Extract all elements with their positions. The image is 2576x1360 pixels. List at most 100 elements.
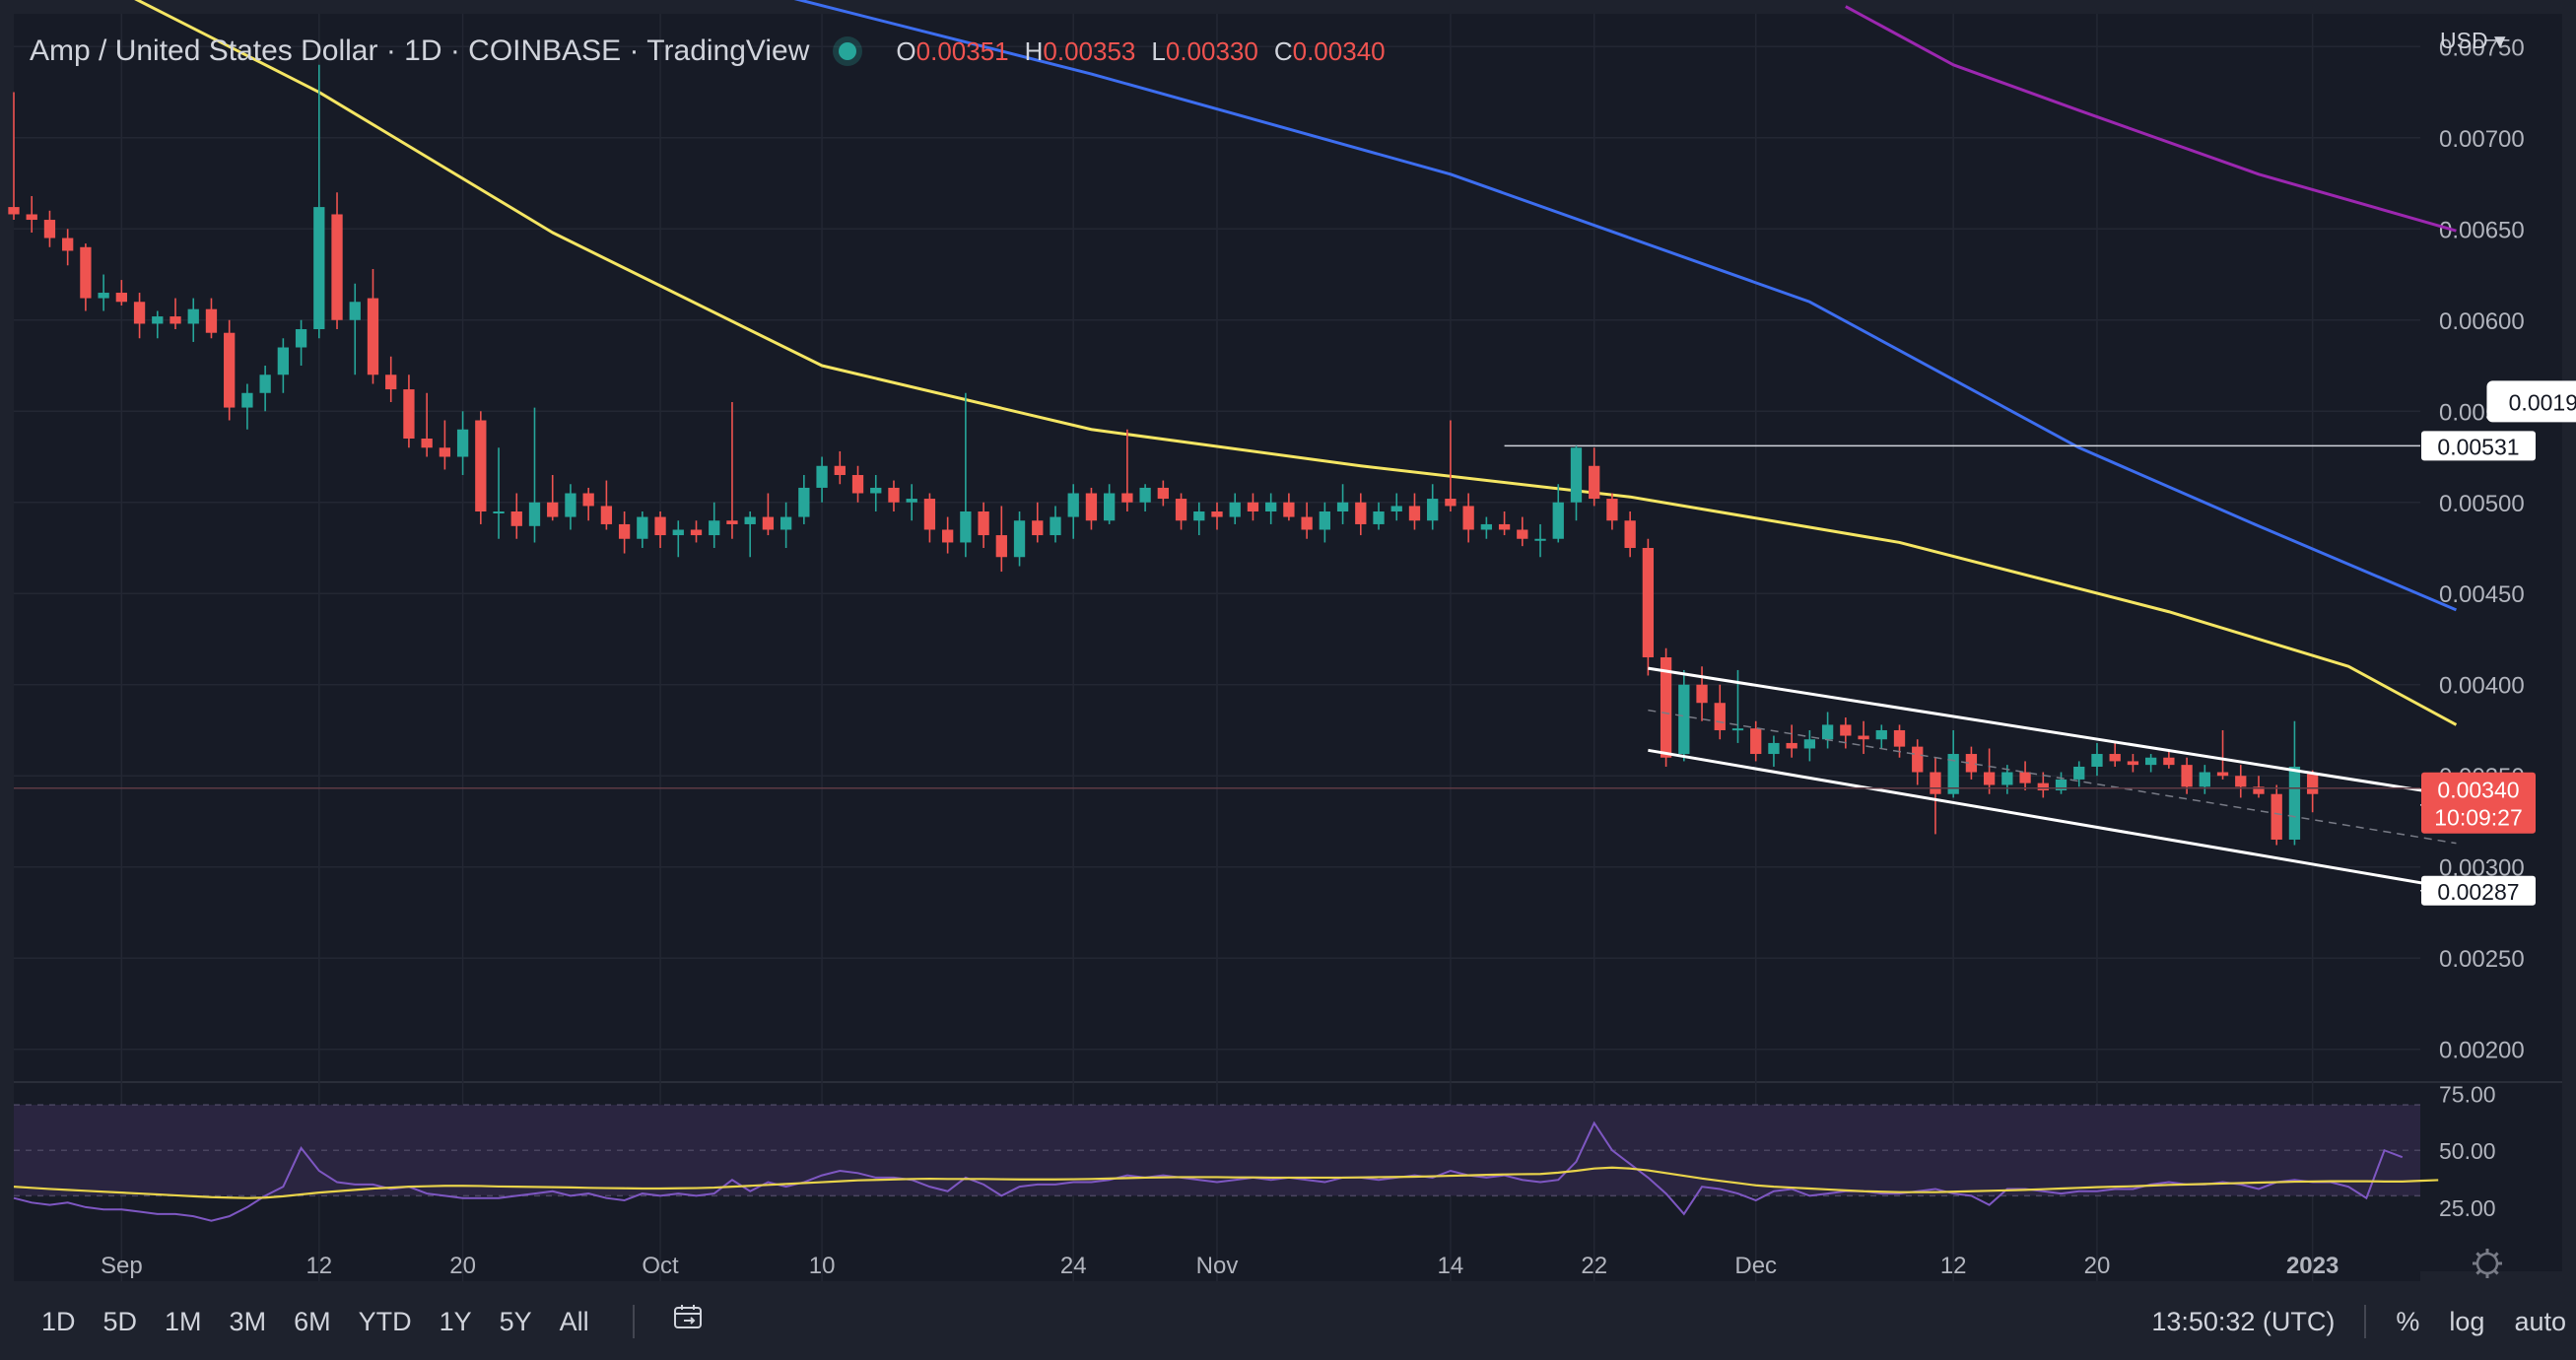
range-1m[interactable]: 1M (165, 1306, 202, 1336)
candle-body (510, 511, 522, 526)
x-tick-label: 24 (1060, 1253, 1087, 1279)
candle-body (2163, 757, 2175, 766)
candle-body (1032, 520, 1044, 536)
candle-body (1930, 772, 1941, 794)
candle-body (744, 516, 756, 524)
candle-body (762, 516, 775, 530)
candle-body (385, 374, 397, 390)
candle-body (1947, 754, 1959, 794)
candle-body (1480, 523, 1493, 530)
low-label: L (1151, 35, 1166, 66)
candle-body (1589, 465, 1600, 500)
y-tick-label: 0.00400 (2439, 673, 2525, 700)
candle-body (493, 511, 505, 514)
candle-body (1408, 506, 1421, 521)
candle-body (1606, 499, 1618, 521)
gear-tooth (2493, 1269, 2499, 1275)
candle-body (8, 207, 20, 215)
y-tick-label: 0.00500 (2439, 491, 2525, 517)
range-ytd[interactable]: YTD (358, 1306, 412, 1336)
range-5y[interactable]: 5Y (499, 1306, 532, 1336)
candle-body (600, 506, 613, 524)
candle-body (547, 502, 559, 517)
candle-body (565, 493, 576, 517)
range-3m[interactable]: 3M (229, 1306, 267, 1336)
candle-body (851, 475, 864, 494)
candle-body (1678, 684, 1690, 755)
candle-body (98, 293, 109, 299)
candle-body (1965, 754, 1978, 773)
symbol-title[interactable]: Amp / United States Dollar · 1D · COINBA… (30, 34, 810, 67)
candle-body (1427, 499, 1439, 521)
measure-label: 0.00198 (59.24%) 198 (2509, 389, 2576, 415)
log-scale-toggle[interactable]: log (2449, 1306, 2485, 1336)
candle-body (133, 302, 146, 324)
x-tick-label: Oct (642, 1253, 679, 1279)
candle-body (1355, 502, 1367, 524)
rsi-tick-label: 25.00 (2439, 1195, 2496, 1221)
currency-selector[interactable]: USD ▾ (2440, 28, 2506, 54)
bottom-toolbar: 1D 5D 1M 3M 6M YTD 1Y 5Y All 13:50:32 (U… (14, 1293, 2566, 1350)
rsi-band (14, 1105, 2420, 1196)
current-price-label: 0.00340 (2437, 778, 2519, 803)
candle-body (618, 523, 631, 539)
candle-body (1660, 656, 1672, 758)
range-1y[interactable]: 1Y (439, 1306, 472, 1336)
x-tick-label: 2023 (2286, 1253, 2339, 1279)
candle-body (1750, 728, 1762, 755)
y-tick-label: 0.00200 (2439, 1038, 2525, 1064)
candle-body (439, 447, 451, 457)
candle-body (2127, 761, 2139, 766)
candle-body (1247, 502, 1259, 512)
measure-label-box (2486, 380, 2576, 423)
candle-body (1768, 742, 1780, 755)
utc-clock[interactable]: 13:50:32 (UTC) (2151, 1306, 2336, 1336)
candle-body (1696, 684, 1708, 704)
auto-scale-toggle[interactable]: auto (2514, 1306, 2566, 1336)
gear-icon[interactable] (2473, 1249, 2502, 1278)
price-level-label: 0.00531 (2437, 434, 2519, 459)
candle-body (1517, 529, 1528, 539)
candle-body (672, 529, 684, 536)
candle-body (2019, 772, 2031, 783)
moving-average-line (134, 0, 2458, 726)
open-value: 0.00351 (915, 35, 1009, 66)
current-price-badge (2421, 772, 2536, 834)
candle-body (1803, 739, 1816, 749)
market-status-icon (839, 42, 857, 60)
chevron-down-icon: ▾ (2487, 28, 2506, 53)
price-level-badge (2421, 431, 2536, 461)
ohlc-values: O0.00351 H0.00353 L0.00330 C0.00340 (896, 36, 1385, 67)
range-1d[interactable]: 1D (41, 1306, 76, 1336)
range-6m[interactable]: 6M (294, 1306, 331, 1336)
candle-body (1858, 735, 1869, 740)
candle-body (1050, 516, 1061, 536)
close-label: C (1273, 35, 1293, 66)
gear-tooth (2475, 1269, 2481, 1275)
candle-body (2288, 766, 2301, 840)
candle-body (456, 429, 469, 457)
candle-body (241, 392, 253, 408)
candle-body (690, 529, 703, 536)
candle-body (1157, 487, 1169, 500)
candle-body (709, 520, 720, 536)
candle-body (1104, 493, 1116, 521)
candle-body (1283, 502, 1295, 517)
candle-body (978, 511, 989, 536)
candle-body (1786, 742, 1797, 749)
calendar-range-icon[interactable] (672, 1303, 706, 1340)
candle-body (1498, 523, 1511, 530)
candle-body (403, 389, 415, 440)
candle-body (2144, 757, 2157, 766)
candle-body (995, 535, 1007, 558)
candle-body (1121, 493, 1133, 503)
currency-label: USD (2440, 28, 2488, 53)
range-5d[interactable]: 5D (102, 1306, 138, 1336)
candle-body (888, 487, 900, 503)
candle-body (259, 374, 271, 393)
range-all[interactable]: All (559, 1306, 589, 1336)
candle-body (313, 207, 325, 330)
percent-scale-toggle[interactable]: % (2396, 1306, 2420, 1336)
x-tick-label: Dec (1734, 1253, 1777, 1279)
